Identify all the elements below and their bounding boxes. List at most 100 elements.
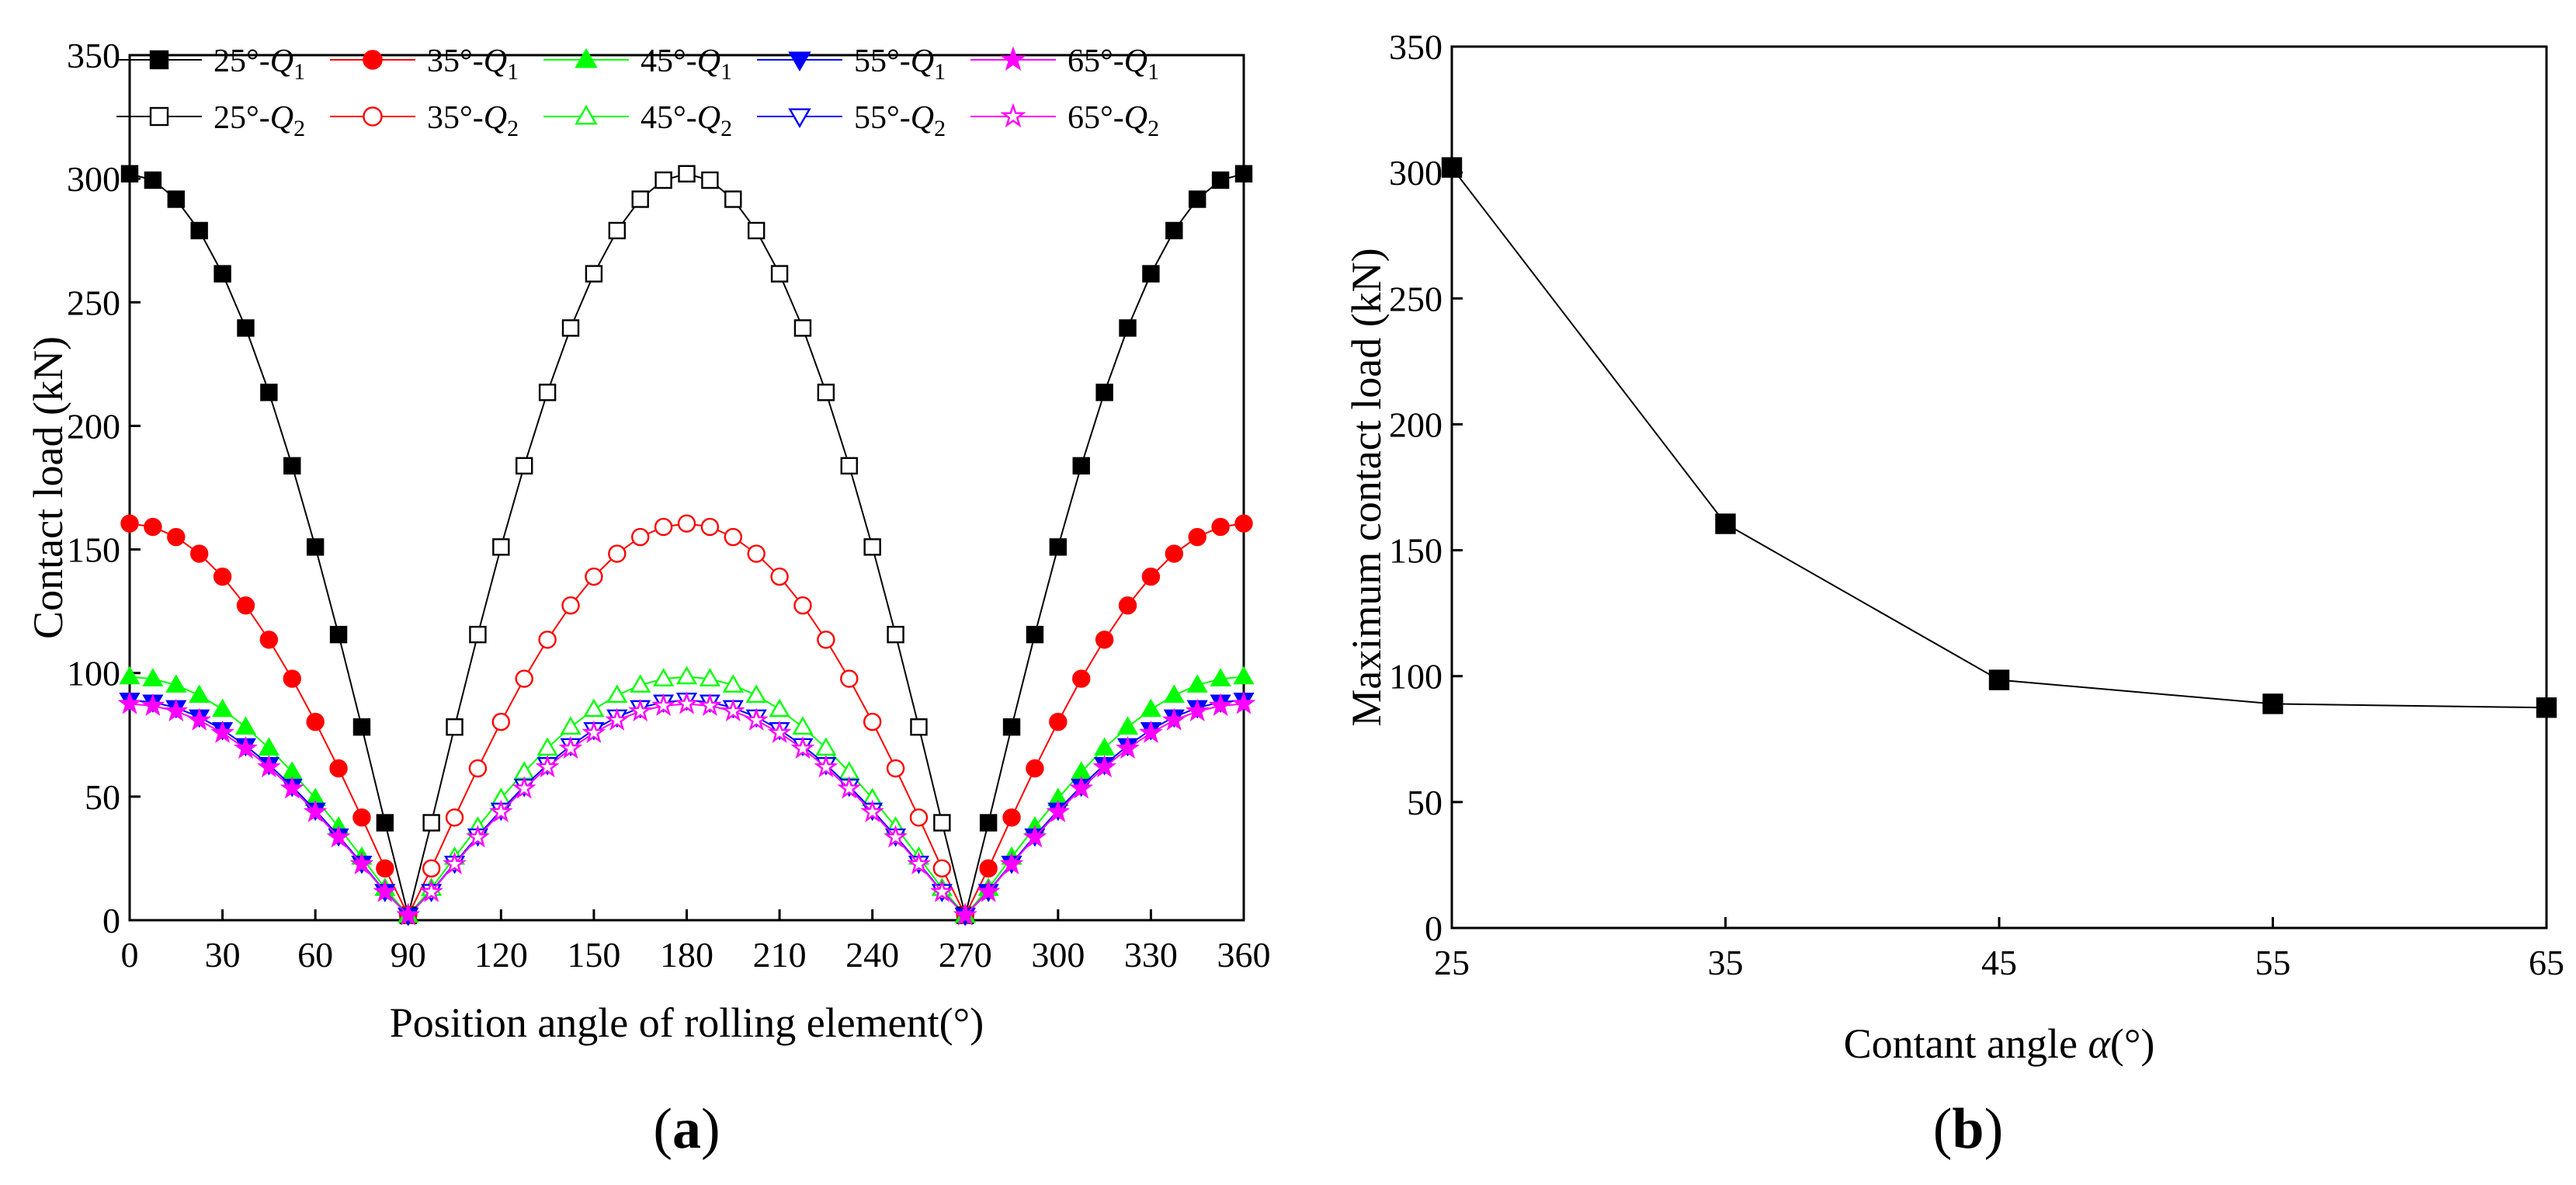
data-point-25°-Q2	[585, 265, 603, 283]
data-point-65°-Q1	[141, 693, 165, 716]
data-point-65°-Q2	[767, 720, 792, 743]
data-point-35°-Q1	[259, 631, 279, 649]
data-point-25°-Q1	[1142, 265, 1160, 283]
legend-label-45°-Q1: 45°-Q1	[641, 43, 732, 85]
legend-angle: 45°-	[641, 100, 697, 136]
data-point-25°-Q2	[446, 718, 463, 736]
data-point-25°-Q1	[214, 265, 231, 283]
data-point-45°-Q2	[815, 737, 837, 756]
data-point-65°-Q1	[953, 902, 977, 926]
data-point-25°-Q1	[190, 221, 208, 240]
legend-label-65°-Q1: 65°-Q1	[1068, 43, 1159, 85]
data-point-25°-Q2	[887, 625, 904, 644]
data-point-25°-Q2	[631, 190, 649, 208]
data-point-35°-Q1	[352, 808, 371, 827]
data-point-25°-Q1	[144, 171, 162, 189]
legend-angle: 55°-	[854, 100, 911, 136]
panel-a-ytick-label: 0	[102, 901, 120, 940]
legend-entry-25°-Q1: 25°-Q1	[116, 43, 305, 85]
legend-angle: 45°-	[641, 43, 697, 79]
legend-marker-65°-Q1	[1000, 46, 1026, 71]
data-point-max-load	[1441, 157, 1463, 178]
data-point-35°-Q1	[979, 859, 998, 878]
legend-angle: 55°-	[854, 43, 911, 79]
data-point-65°-Q2	[466, 825, 490, 848]
data-point-35°-Q1	[1211, 517, 1230, 537]
panel-a-xtick-label: 270	[939, 935, 992, 975]
legend-entry-55°-Q1: 55°-Q1	[757, 43, 946, 85]
data-point-25°-Q2	[933, 814, 951, 832]
legend-label-55°-Q1: 55°-Q1	[854, 43, 946, 85]
series-55°-Q2	[398, 693, 976, 926]
data-point-35°-Q1	[1072, 669, 1091, 688]
data-point-35°-Q2	[631, 527, 650, 547]
panel-b-xtick-label: 65	[2529, 943, 2564, 982]
series-35°-Q1	[120, 514, 1253, 925]
legend-sub: 1	[720, 59, 732, 85]
data-point-35°-Q2	[445, 808, 464, 827]
data-point-65°-Q2	[628, 698, 653, 722]
data-point-65°-Q1	[349, 851, 374, 874]
panel-b-ytick-label: 300	[1389, 153, 1442, 193]
legend-entry-45°-Q1: 45°-Q1	[543, 43, 732, 85]
legend-entry-35°-Q1: 35°-Q1	[330, 43, 519, 85]
data-point-35°-Q2	[770, 567, 789, 586]
legend-marker-25°-Q2	[149, 106, 169, 127]
data-point-25°-Q2	[538, 384, 557, 401]
legend-sub: 1	[507, 59, 519, 85]
data-point-25°-Q2	[724, 190, 742, 208]
data-point-45°-Q2	[560, 716, 582, 735]
series-line-55°-Q2	[408, 699, 967, 916]
legend-angle: 25°-	[214, 43, 270, 79]
data-point-45°-Q1	[189, 684, 210, 704]
data-point-25°-Q1	[352, 718, 371, 736]
legend-sub: 1	[934, 59, 946, 85]
data-point-45°-Q1	[212, 698, 234, 718]
legend-sub: 1	[1147, 59, 1159, 85]
data-point-35°-Q1	[329, 759, 348, 778]
legend-q: Q	[1124, 100, 1147, 136]
data-point-25°-Q1	[1002, 718, 1021, 736]
data-point-25°-Q2	[793, 319, 812, 337]
data-point-35°-Q2	[932, 859, 952, 878]
alpha-symbol: α	[2088, 1020, 2112, 1067]
legend-marker-35°-Q2	[363, 106, 383, 127]
panel-a-ytick-label: 200	[67, 406, 120, 446]
panel-a-xtick-label: 210	[753, 935, 807, 975]
data-point-35°-Q1	[376, 859, 394, 878]
data-point-max-load	[1715, 513, 1736, 534]
data-point-65°-Q1	[396, 902, 421, 926]
data-point-45°-Q1	[142, 668, 164, 686]
data-point-35°-Q1	[1002, 808, 1021, 827]
legend-label-25°-Q1: 25°-Q1	[214, 43, 305, 85]
data-point-35°-Q2	[608, 544, 627, 563]
data-point-35°-Q2	[909, 808, 929, 827]
legend-entry-45°-Q2: 45°-Q2	[543, 100, 732, 141]
data-point-25°-Q2	[701, 171, 719, 189]
data-point-35°-Q1	[236, 596, 255, 615]
data-point-65°-Q2	[790, 735, 815, 759]
data-point-45°-Q2	[630, 674, 651, 693]
panel-b-xtick-label: 55	[2255, 943, 2291, 982]
panel-a-xtick-label: 180	[660, 935, 713, 975]
legend-label-35°-Q1: 35°-Q1	[427, 43, 519, 85]
data-point-max-load	[1988, 669, 2010, 690]
data-point-35°-Q1	[1118, 596, 1137, 615]
data-point-35°-Q2	[724, 527, 742, 547]
panel-b-ytick-label: 200	[1389, 405, 1442, 444]
legend-q: Q	[697, 100, 720, 136]
data-point-65°-Q1	[1231, 691, 1256, 714]
panel-a-xtick-label: 300	[1031, 935, 1085, 975]
legend-sub: 2	[293, 116, 305, 141]
data-point-45°-Q1	[165, 674, 187, 693]
data-point-25°-Q2	[910, 718, 928, 736]
data-point-65°-Q2	[512, 776, 536, 799]
panel-a-ytick-label: 300	[67, 159, 120, 199]
data-point-65°-Q2	[720, 698, 745, 722]
data-point-45°-Q1	[1116, 716, 1139, 735]
data-point-25°-Q2	[516, 457, 533, 475]
data-point-35°-Q1	[213, 567, 232, 586]
data-point-45°-Q2	[606, 684, 628, 704]
panel-b-ytick-label: 100	[1389, 657, 1442, 697]
